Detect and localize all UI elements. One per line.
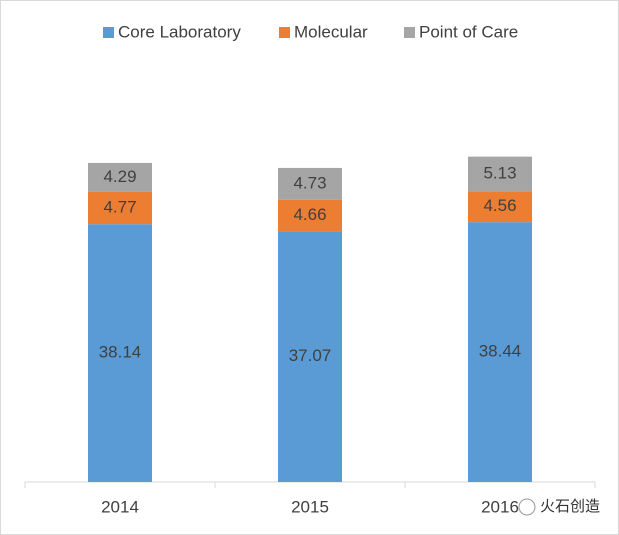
legend-swatch — [404, 27, 415, 38]
bar-segment — [278, 199, 342, 232]
data-label: 4.56 — [483, 196, 516, 215]
bar-segment — [278, 167, 342, 200]
watermark: 火石创造 — [540, 498, 600, 515]
legend-label: Molecular — [294, 22, 368, 41]
bar-segment — [88, 162, 152, 192]
x-tick-label: 2016 — [481, 497, 519, 516]
bar-segment — [278, 231, 342, 482]
data-label: 4.29 — [103, 167, 136, 186]
bar-segment — [468, 156, 532, 192]
data-label: 4.77 — [103, 198, 136, 217]
legend-swatch — [279, 27, 290, 38]
data-label: 5.13 — [483, 163, 516, 182]
legend-label: Point of Care — [419, 22, 518, 41]
bar-segment — [468, 222, 532, 482]
watermark-icon — [518, 498, 536, 516]
x-tick-label: 2015 — [291, 497, 329, 516]
bar-segment — [468, 191, 532, 223]
x-tick-label: 2014 — [101, 497, 139, 516]
data-label: 4.73 — [293, 173, 326, 192]
data-label: 4.66 — [293, 205, 326, 224]
legend-label: Core Laboratory — [118, 22, 241, 41]
data-label: 38.44 — [479, 342, 522, 361]
bar-segment — [88, 191, 152, 225]
data-label: 38.14 — [99, 343, 142, 362]
bar-segment — [88, 224, 152, 483]
legend-swatch — [103, 27, 114, 38]
data-label: 37.07 — [289, 346, 332, 365]
